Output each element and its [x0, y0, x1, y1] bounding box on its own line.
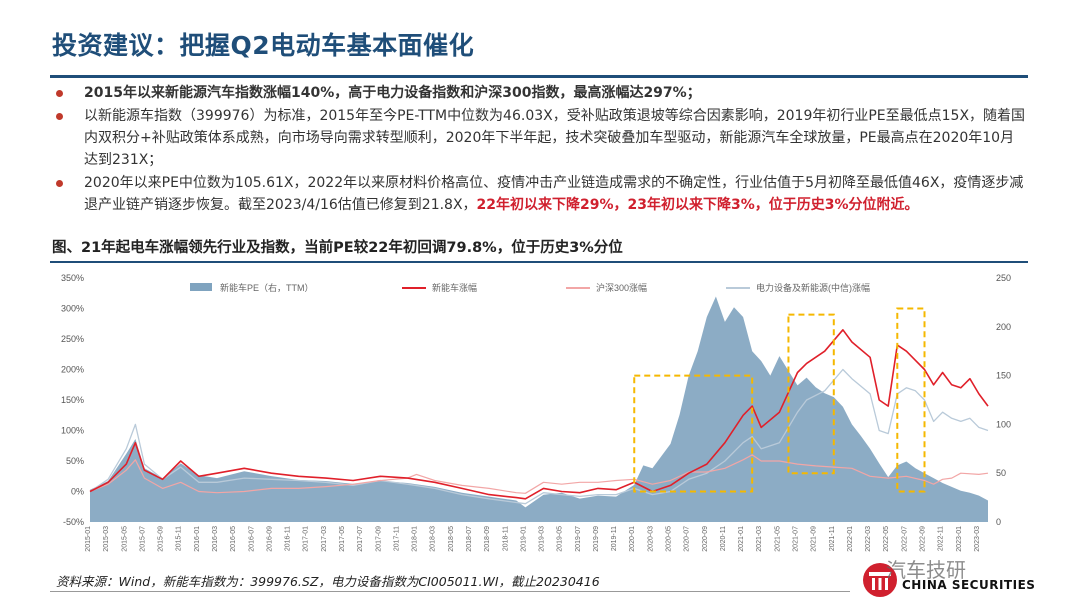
x-tick: 2022-05 [883, 526, 890, 552]
x-tick: 2018-03 [430, 526, 437, 552]
x-tick: 2015-01 [85, 526, 92, 552]
bullet-item-2: 以新能源车指数（399976）为标准，2015年至今PE-TTM中位数为46.0… [52, 105, 1028, 171]
x-tick: 2021-11 [829, 526, 836, 551]
x-tick: 2018-07 [466, 526, 473, 552]
x-tick: 2019-05 [557, 526, 564, 552]
source-note: 资料来源：Wind，新能车指数为：399976.SZ，电力设备指数为CI0050… [56, 574, 600, 589]
x-tick: 2017-09 [375, 526, 382, 552]
x-tick: 2016-03 [212, 526, 219, 552]
x-tick: 2016-05 [230, 526, 237, 552]
highlight-box [896, 307, 926, 493]
x-tick: 2022-07 [901, 526, 908, 552]
legend-label: 沪深300涨幅 [596, 282, 647, 293]
x-tick: 2019-03 [539, 526, 546, 552]
x-tick: 2018-01 [412, 526, 419, 552]
x-tick: 2020-05 [666, 526, 673, 552]
bullet-dot-icon [56, 180, 63, 187]
x-tick: 2019-07 [575, 526, 582, 552]
x-tick: 2019-01 [520, 526, 527, 552]
x-tick: 2019-11 [611, 526, 618, 551]
citic-emblem-icon [863, 563, 897, 597]
x-tick: 2022-03 [865, 526, 872, 552]
y-left-tick: 200% [61, 365, 84, 375]
x-tick: 2015-07 [139, 526, 146, 552]
x-tick: 2016-01 [194, 526, 201, 552]
x-tick: 2015-05 [121, 526, 128, 552]
x-tick: 2022-09 [920, 526, 927, 552]
x-tick: 2017-07 [357, 526, 364, 552]
bullet-item-3: 2020年以来PE中位数为105.61X，2022年以来原材料价格高位、疫情冲击… [52, 172, 1028, 216]
x-tick: 2020-01 [629, 526, 636, 552]
x-tick: 2018-09 [484, 526, 491, 552]
x-tick: 2018-05 [448, 526, 455, 552]
x-tick: 2020-07 [684, 526, 691, 552]
legend-swatch [190, 283, 212, 291]
highlight-box [633, 374, 754, 493]
bullet-item-1: 2015年以来新能源汽车指数涨幅140%，高于电力设备指数和沪深300指数，最高… [52, 82, 1028, 104]
y-right-tick: 250 [996, 273, 1011, 283]
china-securities-logo: 汽车技研 CHINA SECURITIES [858, 556, 1038, 602]
x-tick: 2021-01 [738, 526, 745, 552]
footer-divider [50, 591, 850, 592]
x-tick: 2020-11 [720, 526, 727, 551]
x-tick: 2023-03 [974, 526, 981, 552]
page-title: 投资建议：把握Q2电动车基本面催化 [52, 31, 475, 60]
y-left-tick: 100% [61, 426, 84, 436]
y-left-tick: 350% [61, 273, 84, 283]
bullet-text-3: 2020年以来PE中位数为105.61X，2022年以来原材料价格高位、疫情冲击… [84, 175, 1024, 213]
bullet-text-1: 2015年以来新能源汽车指数涨幅140%，高于电力设备指数和沪深300指数，最高… [84, 85, 701, 101]
combo-chart: 350% 300% 250% 200% 150% 100% 50% 0% -50% 250 200 1… [61, 273, 1011, 552]
y-left-tick: 150% [61, 395, 84, 405]
y-right-tick: 50 [996, 468, 1006, 478]
caption-divider [50, 261, 1028, 263]
legend-label: 新能车PE（右，TTM） [220, 282, 314, 293]
watermark: 汽车技研 [886, 558, 966, 582]
x-tick: 2022-11 [938, 526, 945, 551]
bullet-list: 2015年以来新能源汽车指数涨幅140%，高于电力设备指数和沪深300指数，最高… [52, 82, 1028, 217]
logo-text: CHINA SECURITIES [902, 578, 1036, 592]
bullet-text-3-highlight: 22年初以来下降29%，23年初以来下降3%，位于历史3%分位附近。 [476, 197, 919, 213]
y-left-tick: -50% [63, 517, 84, 527]
x-tick: 2016-07 [248, 526, 255, 552]
highlight-box [787, 313, 835, 475]
x-tick: 2021-07 [793, 526, 800, 552]
x-tick: 2018-11 [502, 526, 509, 551]
x-tick: 2017-01 [303, 526, 310, 552]
x-tick: 2021-09 [811, 526, 818, 552]
x-tick: 2023-01 [956, 526, 963, 552]
y-left-tick: 300% [61, 304, 84, 314]
y-right-tick: 100 [996, 419, 1011, 429]
x-tick: 2021-03 [756, 526, 763, 552]
bullet-dot-icon [56, 90, 63, 97]
x-tick: 2016-11 [285, 526, 292, 551]
y-right-tick: 200 [996, 322, 1011, 332]
x-tick: 2020-03 [647, 526, 654, 552]
legend-label: 新能车涨幅 [432, 282, 477, 293]
series-line [89, 454, 989, 494]
x-tick: 2019-09 [593, 526, 600, 552]
x-tick: 2022-01 [847, 526, 854, 552]
y-right-tick: 150 [996, 371, 1011, 381]
bullet-dot-icon [56, 113, 63, 120]
x-tick: 2021-05 [774, 526, 781, 552]
x-tick: 2020-09 [702, 526, 709, 552]
x-tick: 2017-11 [393, 526, 400, 551]
legend-label: 电力设备及新能源(中信)涨幅 [756, 282, 870, 293]
series-line [89, 368, 989, 505]
bullet-text-2: 以新能源车指数（399976）为标准，2015年至今PE-TTM中位数为46.0… [84, 108, 1026, 168]
y-right-tick: 0 [996, 517, 1001, 527]
x-tick: 2017-05 [339, 526, 346, 552]
y-left-tick: 250% [61, 334, 84, 344]
y-left-tick: 50% [66, 456, 84, 466]
x-tick: 2015-03 [103, 526, 110, 552]
y-left-tick: 0% [71, 487, 84, 497]
title-divider [50, 75, 1028, 78]
x-tick: 2017-03 [321, 526, 328, 552]
x-tick: 2015-09 [158, 526, 165, 552]
x-tick: 2015-11 [176, 526, 183, 551]
x-tick: 2016-09 [266, 526, 273, 552]
pe-area [90, 296, 988, 522]
figure-caption: 图、21年起电车涨幅领先行业及指数，当前PE较22年初回调79.8%，位于历史3… [52, 240, 623, 256]
